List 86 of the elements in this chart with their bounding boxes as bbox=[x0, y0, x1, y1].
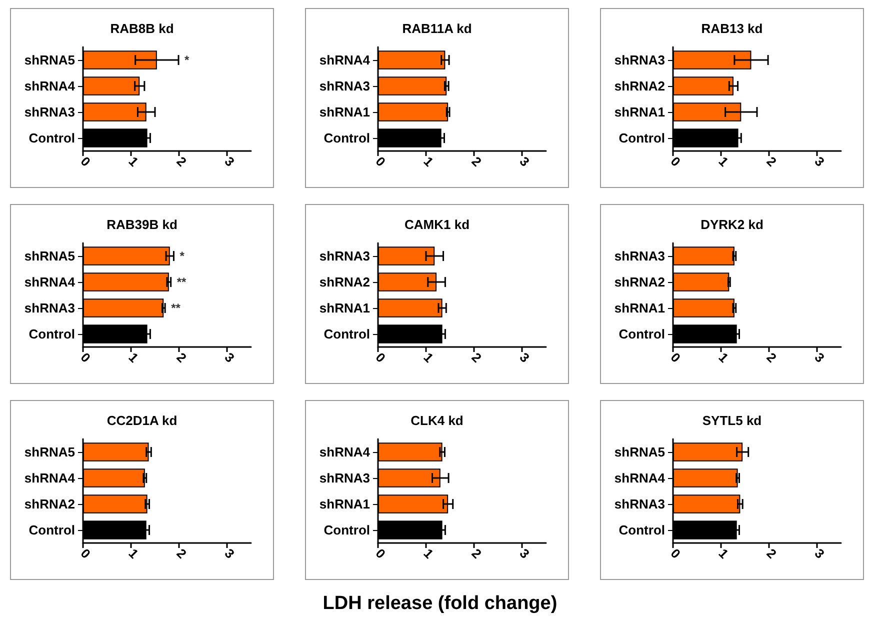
y-tick-label: Control bbox=[618, 522, 665, 538]
x-tick-label: 1 bbox=[420, 154, 436, 170]
y-tick-label: shRNA2 bbox=[614, 78, 665, 94]
x-tick-label: 0 bbox=[668, 350, 684, 366]
chart-title: RAB8B kd bbox=[110, 21, 174, 36]
chart-title: CAMK1 kd bbox=[404, 217, 470, 232]
y-tick-label: shRNA4 bbox=[24, 78, 76, 94]
y-tick-label: Control bbox=[28, 326, 75, 342]
x-tick-label: 2 bbox=[174, 546, 190, 562]
y-tick-label: shRNA3 bbox=[614, 496, 665, 512]
y-tick-label: Control bbox=[618, 130, 665, 146]
x-tick-label: 2 bbox=[174, 350, 190, 366]
y-tick-label: Control bbox=[324, 522, 370, 538]
y-tick-label: Control bbox=[324, 326, 370, 342]
y-tick-label: shRNA4 bbox=[24, 470, 76, 486]
y-tick-label: shRNA3 bbox=[319, 78, 370, 94]
chart-title: SYTL5 kd bbox=[702, 413, 762, 428]
x-tick-label: 0 bbox=[372, 154, 388, 170]
y-tick-label: shRNA3 bbox=[319, 470, 370, 486]
x-tick-label: 2 bbox=[764, 546, 780, 562]
x-tick-label: 0 bbox=[78, 350, 94, 366]
x-tick-label: 2 bbox=[764, 154, 780, 170]
y-tick-label: Control bbox=[28, 130, 75, 146]
y-tick-label: shRNA5 bbox=[24, 444, 75, 460]
x-tick-label: 3 bbox=[516, 546, 532, 562]
y-tick-label: shRNA1 bbox=[319, 496, 370, 512]
x-tick-label: 1 bbox=[420, 350, 436, 366]
chart-title: CC2D1A kd bbox=[106, 413, 178, 428]
x-tick-label: 1 bbox=[716, 154, 732, 170]
x-tick-label: 0 bbox=[668, 154, 684, 170]
annotation: * bbox=[184, 53, 190, 67]
x-tick-label: 3 bbox=[222, 546, 238, 562]
x-tick-label: 2 bbox=[468, 546, 484, 562]
y-tick-label: shRNA2 bbox=[24, 496, 75, 512]
x-tick-label: 1 bbox=[420, 546, 436, 562]
chart-title: DYRK2 kd bbox=[700, 217, 764, 232]
y-tick-label: shRNA1 bbox=[319, 300, 370, 316]
y-tick-label: shRNA1 bbox=[614, 104, 665, 120]
x-tick-label: 3 bbox=[222, 154, 238, 170]
y-tick-label: shRNA3 bbox=[24, 104, 75, 120]
x-tick-label: 2 bbox=[468, 154, 484, 170]
x-tick-label: 3 bbox=[516, 154, 532, 170]
x-tick-label: 2 bbox=[764, 350, 780, 366]
x-tick-label: 0 bbox=[78, 154, 94, 170]
x-tick-label: 0 bbox=[372, 350, 388, 366]
y-tick-label: shRNA3 bbox=[24, 300, 75, 316]
y-tick-label: shRNA3 bbox=[614, 248, 665, 264]
y-tick-label: shRNA4 bbox=[319, 52, 371, 68]
y-tick-label: shRNA5 bbox=[24, 52, 75, 68]
x-tick-label: 3 bbox=[812, 546, 828, 562]
x-tick-label: 2 bbox=[468, 350, 484, 366]
x-axis-title: LDH release (fold change) bbox=[322, 593, 558, 615]
x-tick-label: 2 bbox=[174, 154, 190, 170]
x-tick-label: 3 bbox=[812, 154, 828, 170]
annotation: ** bbox=[176, 275, 187, 289]
chart-title: RAB11A kd bbox=[402, 21, 472, 36]
x-tick-label: 1 bbox=[126, 546, 142, 562]
x-tick-label: 0 bbox=[372, 546, 388, 562]
y-tick-label: shRNA1 bbox=[319, 104, 370, 120]
chart-title: RAB13 kd bbox=[701, 21, 763, 36]
chart-title: CLK4 kd bbox=[410, 413, 464, 428]
y-tick-label: shRNA4 bbox=[24, 274, 76, 290]
x-tick-label: 3 bbox=[516, 350, 532, 366]
y-tick-label: shRNA3 bbox=[614, 52, 665, 68]
x-tick-label: 1 bbox=[126, 154, 142, 170]
y-tick-label: shRNA5 bbox=[24, 248, 75, 264]
annotation: ** bbox=[171, 301, 181, 315]
y-tick-label: shRNA4 bbox=[319, 444, 371, 460]
x-tick-label: 1 bbox=[716, 546, 732, 562]
y-tick-label: shRNA1 bbox=[614, 300, 665, 316]
y-tick-label: shRNA4 bbox=[614, 470, 666, 486]
x-tick-label: 3 bbox=[812, 350, 828, 366]
annotation: * bbox=[180, 249, 185, 263]
x-tick-label: 0 bbox=[668, 546, 684, 562]
x-tick-label: 1 bbox=[126, 350, 142, 366]
y-tick-label: Control bbox=[618, 326, 665, 342]
y-tick-label: shRNA2 bbox=[319, 274, 370, 290]
chart-title: RAB39B kd bbox=[106, 217, 178, 232]
y-tick-label: shRNA2 bbox=[614, 274, 665, 290]
y-tick-label: Control bbox=[28, 522, 75, 538]
y-tick-label: shRNA5 bbox=[614, 444, 665, 460]
y-tick-label: shRNA3 bbox=[319, 248, 370, 264]
x-tick-label: 1 bbox=[716, 350, 732, 366]
y-tick-label: Control bbox=[324, 130, 370, 146]
x-tick-label: 0 bbox=[78, 546, 94, 562]
x-tick-label: 3 bbox=[222, 350, 238, 366]
